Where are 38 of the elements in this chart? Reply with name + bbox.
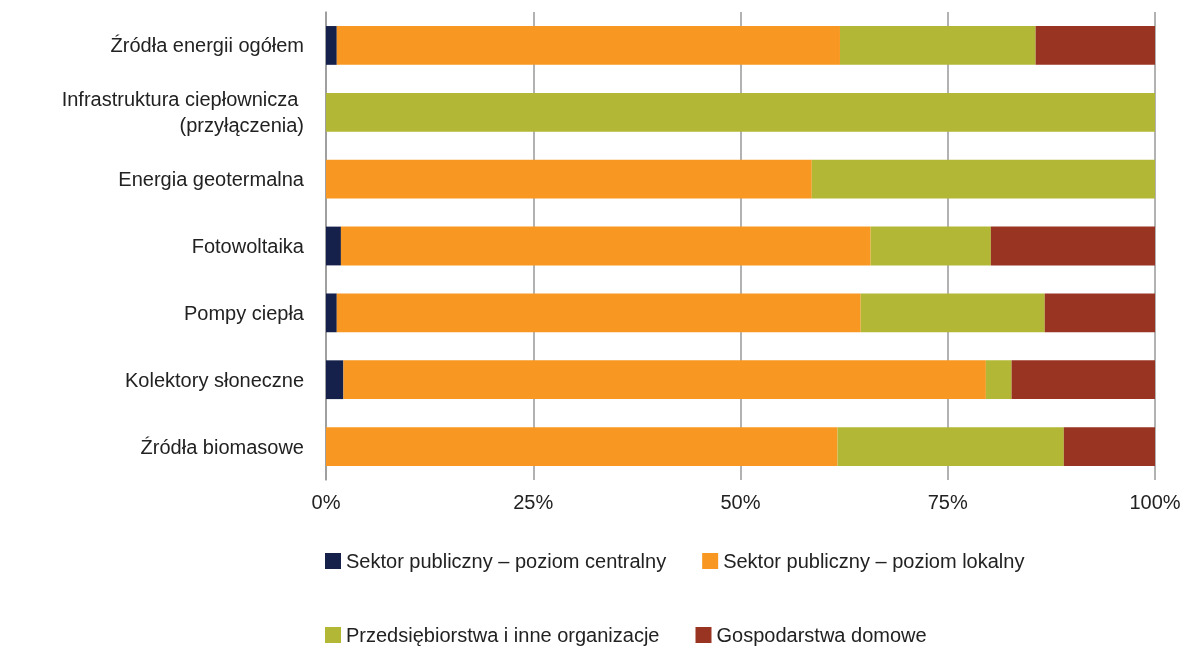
bar — [326, 360, 344, 400]
y-tick-label: Energia geotermalna — [118, 168, 305, 191]
y-tick-label: Źródła biomasowe — [140, 435, 304, 458]
x-tick-label: 75% — [927, 491, 968, 513]
x-tick-label: 25% — [513, 491, 554, 513]
x-tick-label: 100% — [1129, 491, 1181, 513]
bar — [326, 159, 812, 199]
y-tick-label: Źródła energii ogółem — [110, 34, 304, 57]
bar — [837, 427, 1064, 466]
bar — [343, 360, 986, 400]
bar — [811, 159, 1155, 199]
bar — [1035, 26, 1155, 65]
bar — [326, 26, 337, 65]
bar — [326, 92, 1155, 132]
y-tick-label: Infrastruktura ciepłownicza (przyłączenia) — [61, 88, 304, 137]
bar — [340, 226, 871, 266]
bar — [1044, 293, 1155, 333]
bar — [985, 360, 1012, 400]
x-tick-label: 50% — [720, 491, 761, 513]
bar — [1063, 427, 1155, 466]
bar — [326, 293, 337, 333]
bar — [326, 226, 341, 266]
bar — [326, 427, 838, 466]
bar — [336, 26, 840, 65]
legend-label: Sektor publiczny – poziom lokalny — [723, 550, 1025, 572]
y-tick-label: Fotowoltaika — [191, 235, 305, 257]
x-tick-label: 0% — [311, 491, 341, 513]
bar — [860, 293, 1045, 333]
legend-label: Gospodarstwa domowe — [716, 624, 927, 646]
bar — [870, 226, 991, 266]
bar — [336, 293, 861, 333]
bar — [839, 26, 1036, 65]
y-tick-label: Kolektory słoneczne — [125, 368, 304, 391]
bar — [990, 226, 1155, 266]
legend-label: Przedsiębiorstwa i inne organizacje — [346, 624, 660, 646]
y-tick-label: Pompy ciepła — [183, 301, 305, 324]
bar — [1011, 360, 1155, 400]
legend-label: Sektor publiczny – poziom centralny — [346, 550, 667, 572]
